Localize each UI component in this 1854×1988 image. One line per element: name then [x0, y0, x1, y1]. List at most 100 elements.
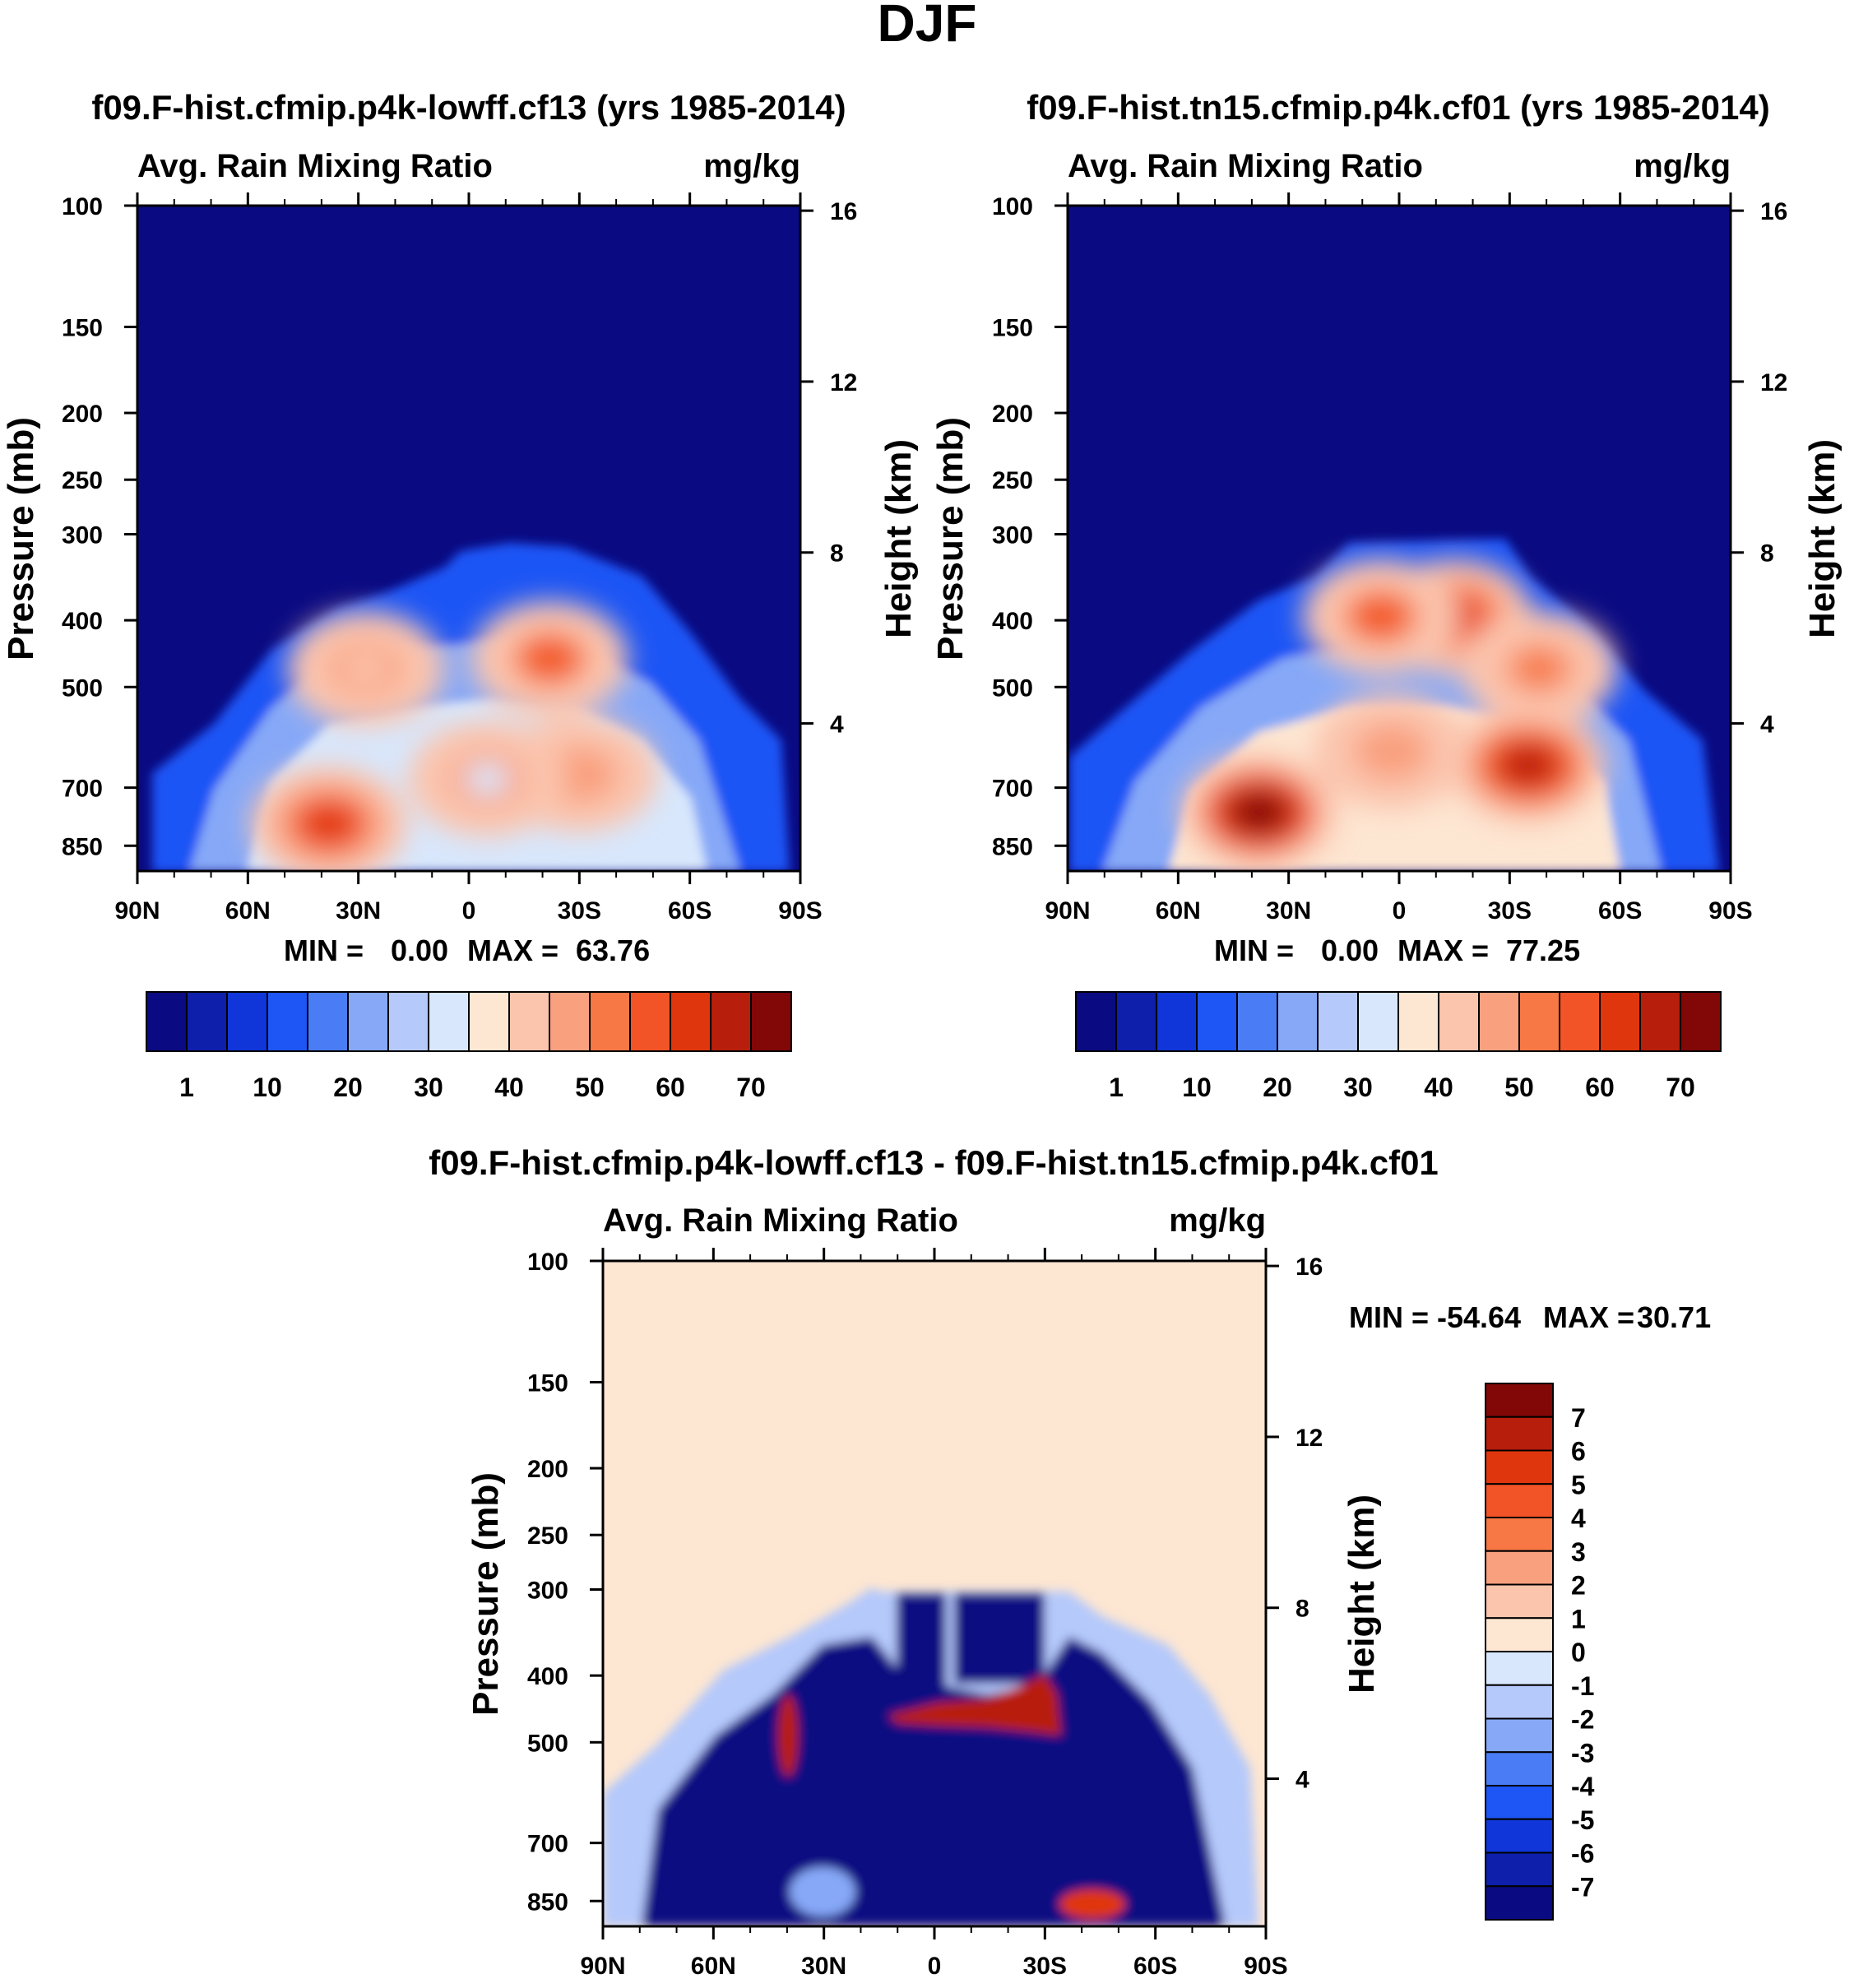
colorbar-box — [1075, 991, 1117, 1052]
colorbar-box — [1485, 1851, 1554, 1888]
y-tick-label: 500 — [992, 674, 1033, 702]
colorbar-box — [1559, 991, 1601, 1052]
y2-axis-label: Height (km) — [1342, 1494, 1382, 1694]
min-label: MIN = — [1349, 1300, 1429, 1334]
colorbar-label: 20 — [333, 1073, 363, 1102]
y-tick-label: 850 — [527, 1888, 568, 1916]
colorbar-label: 70 — [736, 1073, 766, 1102]
figure-title: DJF — [878, 0, 977, 53]
x-tick-label: 60N — [1156, 897, 1201, 924]
upper-deficit-left — [897, 1593, 946, 1692]
rain-maximum — [307, 808, 351, 841]
colorbar-label: -4 — [1571, 1772, 1595, 1801]
y2-axis-label: Height (km) — [1802, 439, 1842, 638]
colorbar-box — [146, 991, 188, 1052]
colorbar-box — [1196, 991, 1238, 1052]
colorbar-label: 50 — [575, 1073, 605, 1102]
y-tick-label: 250 — [62, 467, 103, 494]
colorbar-label: -6 — [1571, 1839, 1594, 1869]
colorbar-box — [387, 991, 429, 1052]
y2-axis-label: Height (km) — [878, 439, 919, 638]
rain-maximum — [527, 642, 572, 675]
colorbar-box — [1485, 1416, 1554, 1452]
y-tick-label: 200 — [62, 401, 103, 428]
min-max-line: MIN = 0.00 MAX = 77.25 — [1214, 934, 1580, 967]
y-axis-label: Pressure (mb) — [466, 1472, 506, 1716]
colorbar-box — [1115, 991, 1157, 1052]
max-value: 30.71 — [1637, 1300, 1711, 1334]
x-tick-label: 30N — [1266, 897, 1311, 924]
rain-maximum — [1506, 749, 1550, 782]
x-tick-label: 90N — [580, 1953, 625, 1980]
colorbar-box — [1485, 1684, 1554, 1720]
rain-maximum — [1370, 734, 1414, 768]
colorbar-label: 0 — [1571, 1638, 1586, 1667]
colorbar-label: 1 — [1109, 1073, 1124, 1102]
y-tick-label: 400 — [527, 1663, 568, 1690]
units-label: mg/kg — [703, 148, 800, 184]
colorbar-box — [1156, 991, 1198, 1052]
x-tick-label: 0 — [1393, 897, 1407, 924]
colorbar-box — [508, 991, 550, 1052]
y-tick-label: 700 — [62, 776, 103, 803]
variable-label: Avg. Rain Mixing Ratio — [603, 1203, 958, 1239]
plot-area — [1068, 206, 1731, 871]
colorbar-label: 40 — [1424, 1073, 1453, 1102]
colorbar-box — [1357, 991, 1399, 1052]
rain-maximum — [1517, 652, 1561, 685]
colorbar-box — [1680, 991, 1722, 1052]
colorbar-label: 10 — [1182, 1073, 1212, 1102]
y2-tick-label: 4 — [830, 711, 844, 739]
colorbar-box — [226, 991, 268, 1052]
colorbar-box — [1485, 1583, 1554, 1620]
colorbar-box — [1397, 991, 1439, 1052]
variable-label: Avg. Rain Mixing Ratio — [1068, 148, 1423, 184]
rain-maximum — [465, 762, 509, 795]
colorbar-box — [1485, 1717, 1554, 1754]
y-tick-label: 100 — [527, 1249, 568, 1276]
positive-spot-lower — [1059, 1889, 1125, 1919]
colorbar-label: 2 — [1571, 1571, 1586, 1601]
colorbar-label: 70 — [1666, 1073, 1695, 1102]
colorbar-box — [307, 991, 349, 1052]
colorbar-box — [1438, 991, 1480, 1052]
y2-tick-label: 16 — [1295, 1254, 1323, 1281]
colorbar-label: 50 — [1504, 1073, 1534, 1102]
panel-title: f09.F-hist.cfmip.p4k-lowff.cf13 - f09.F-… — [429, 1143, 1439, 1182]
units-label: mg/kg — [1634, 148, 1731, 184]
colorbar-label: -2 — [1571, 1705, 1594, 1735]
x-tick-label: 60S — [668, 897, 711, 924]
colorbar-label: 10 — [253, 1073, 282, 1102]
variable-label: Avg. Rain Mixing Ratio — [137, 148, 493, 184]
axes: 90N 60N 30N 0 30S 60S 90S 100 150 200 250 300 400 500… — [992, 192, 1787, 924]
colorbar-label: -1 — [1571, 1671, 1594, 1701]
y-tick-label: 150 — [527, 1369, 568, 1397]
colorbar-box — [1485, 1383, 1554, 1418]
y-tick-label: 700 — [527, 1831, 568, 1858]
y-tick-label: 150 — [992, 314, 1033, 341]
upper-deficit-right — [954, 1593, 1045, 1684]
x-tick-label: 90N — [1045, 897, 1090, 924]
y-tick-label: 100 — [992, 193, 1033, 220]
colorbar-label: 3 — [1571, 1537, 1586, 1567]
colorbar-label: 5 — [1571, 1470, 1586, 1499]
colorbar-box — [1317, 991, 1359, 1052]
y2-tick-label: 4 — [1295, 1767, 1309, 1794]
plot-area — [137, 206, 800, 871]
colorbar-box — [1478, 991, 1520, 1052]
y-tick-label: 200 — [992, 401, 1033, 428]
light-spot — [790, 1867, 855, 1916]
min-value: -54.64 — [1437, 1300, 1521, 1334]
panel-title: f09.F-hist.tn15.cfmip.p4k.cf01 (yrs 1985… — [1027, 88, 1769, 127]
colorbar-box — [1485, 1885, 1554, 1921]
max-value: 63.76 — [576, 934, 650, 967]
colorbar-box — [629, 991, 671, 1052]
y2-tick-label: 4 — [1760, 711, 1774, 739]
colorbar-label: 1 — [179, 1073, 194, 1102]
colorbar-label: 40 — [494, 1073, 524, 1102]
colorbar-label: 7 — [1571, 1403, 1586, 1433]
y2-tick-label: 12 — [1295, 1425, 1323, 1452]
y-tick-label: 200 — [527, 1456, 568, 1483]
colorbar-box — [347, 991, 389, 1052]
